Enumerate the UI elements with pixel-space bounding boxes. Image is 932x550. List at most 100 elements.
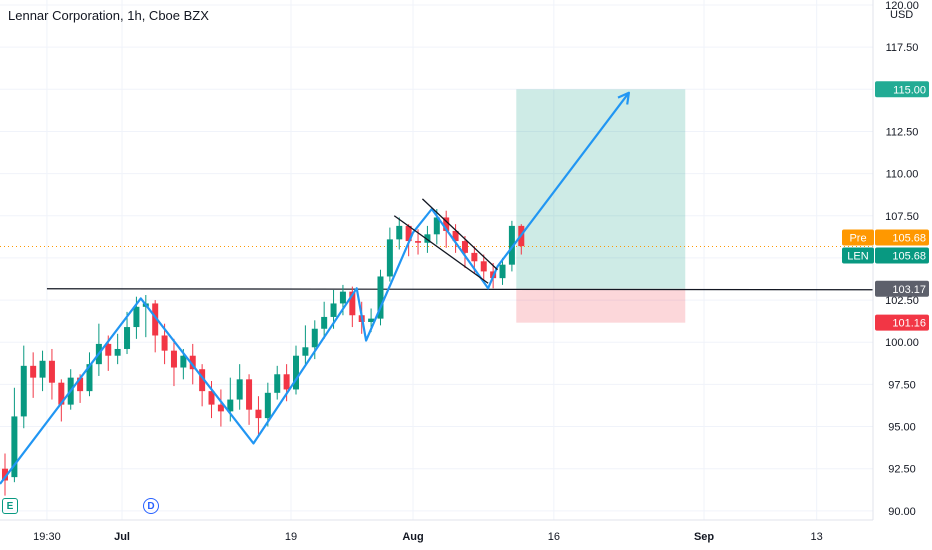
candle-body: [39, 360, 46, 378]
candle-body: [77, 377, 84, 392]
candle-body: [180, 355, 187, 368]
candle-body: [508, 225, 515, 265]
flag-channel-line: [393, 215, 489, 284]
price-tag-prefix-bg: [842, 229, 874, 246]
candle-series: [2, 209, 525, 496]
price-tick-label: 90.00: [888, 506, 916, 518]
price-tag-bg: [875, 229, 929, 246]
candle-body: [386, 239, 393, 277]
time-tick-label: 16: [548, 531, 560, 543]
price-tick-label: 112.50: [886, 126, 919, 138]
candle-body: [499, 264, 506, 279]
candle-body: [368, 318, 375, 322]
time-tick-label: 13: [811, 531, 823, 543]
price-tick-label: 97.50: [888, 379, 916, 391]
price-tag-bg: [875, 314, 929, 331]
price-tag-value: 101.16: [892, 318, 926, 330]
support-line-segment: [46, 288, 874, 291]
candle-body: [48, 360, 55, 383]
candle-body: [349, 291, 356, 316]
time-tick-label: 19: [285, 531, 297, 543]
candle-body: [58, 382, 65, 405]
candle-body: [443, 217, 450, 231]
candle-body: [86, 364, 93, 392]
candle-body: [20, 365, 27, 417]
price-tag-last: 105.68 LEN: [842, 247, 929, 264]
candle-body: [461, 241, 468, 253]
price-tag-prefix: Pre: [849, 232, 866, 244]
zigzag-pattern-line: [0, 92, 630, 485]
price-tick-label: 107.50: [885, 211, 919, 223]
price-tag-value: 105.68: [892, 250, 926, 262]
time-scale: 19:30 Jul 19 Aug 16 Sep 13: [33, 531, 823, 543]
price-tag-pre: 105.68 Pre: [842, 229, 929, 246]
profit-zone: [516, 89, 686, 289]
candle-body: [480, 261, 487, 272]
long-position-tool: [516, 89, 686, 323]
price-tick-label: 102.50: [885, 295, 919, 307]
candle-body: [227, 399, 234, 412]
candle-body: [283, 374, 290, 390]
candle-body: [311, 328, 318, 348]
dividend-event-icon[interactable]: D: [143, 498, 159, 514]
candle-body: [264, 392, 271, 419]
flag-channel-line: [421, 198, 498, 271]
candle-body: [452, 230, 459, 242]
price-tag-stop: 101.16: [875, 314, 929, 331]
candle-body: [433, 217, 440, 235]
candle-body: [189, 355, 196, 370]
price-tag-value: 103.17: [892, 284, 926, 296]
candle-body: [161, 335, 168, 351]
support-line: [46, 288, 874, 291]
candle-body: [2, 468, 8, 481]
time-tick-label: Aug: [402, 531, 423, 543]
price-tick-label: 120.00: [885, 0, 919, 12]
candle-body: [471, 252, 478, 262]
price-tag-prefix-bg: [842, 247, 874, 264]
candle-body: [424, 234, 431, 243]
chart-grid: [0, 0, 873, 520]
price-tag-bg: [875, 81, 929, 98]
candle-body: [274, 374, 281, 393]
chart-title: Lennar Corporation, 1h, Cboe BZX: [8, 8, 209, 23]
candle-body: [339, 291, 346, 304]
candle-body: [11, 416, 18, 478]
candle-body: [330, 303, 337, 317]
price-tick-label: 95.00: [888, 422, 916, 434]
loss-zone: [516, 288, 686, 323]
price-tick-label: 117.50: [886, 42, 919, 54]
price-tag-target: 115.00: [875, 81, 929, 98]
candle-body: [293, 355, 299, 390]
candle-body: [415, 241, 422, 243]
price-tag-bg: [875, 247, 929, 264]
currency-label[interactable]: USD: [890, 9, 914, 21]
time-tick-label: Sep: [694, 531, 714, 543]
price-tick-label: 110.00: [886, 169, 919, 181]
candle-body: [217, 404, 224, 412]
price-tag-bg: [875, 280, 929, 297]
candle-body: [114, 348, 121, 356]
candle-body: [199, 369, 206, 392]
candle-body: [377, 276, 384, 319]
candle-body: [152, 303, 159, 336]
candle-body: [133, 306, 140, 328]
price-tick-label: 100.00: [885, 337, 919, 349]
candle-body: [255, 409, 262, 419]
earnings-event-icon[interactable]: E: [2, 498, 18, 514]
candle-body: [321, 316, 328, 329]
price-tick-label: 92.50: [888, 464, 916, 476]
time-tick-label: Jul: [114, 531, 130, 543]
candle-body: [396, 225, 403, 240]
projection-arrow-head: [617, 91, 631, 105]
candle-body: [105, 343, 112, 356]
candle-body: [246, 379, 253, 410]
candle-body: [405, 225, 412, 242]
price-tags: 115.00 105.68 Pre 105.68 LEN 103.17 101.16: [842, 81, 929, 331]
price-tag-support: 103.17: [875, 280, 929, 297]
candle-body: [208, 391, 215, 405]
time-tick-label: 19:30: [33, 531, 61, 543]
candle-body: [236, 379, 243, 400]
candle-body: [30, 365, 37, 378]
candle-body: [124, 327, 131, 349]
